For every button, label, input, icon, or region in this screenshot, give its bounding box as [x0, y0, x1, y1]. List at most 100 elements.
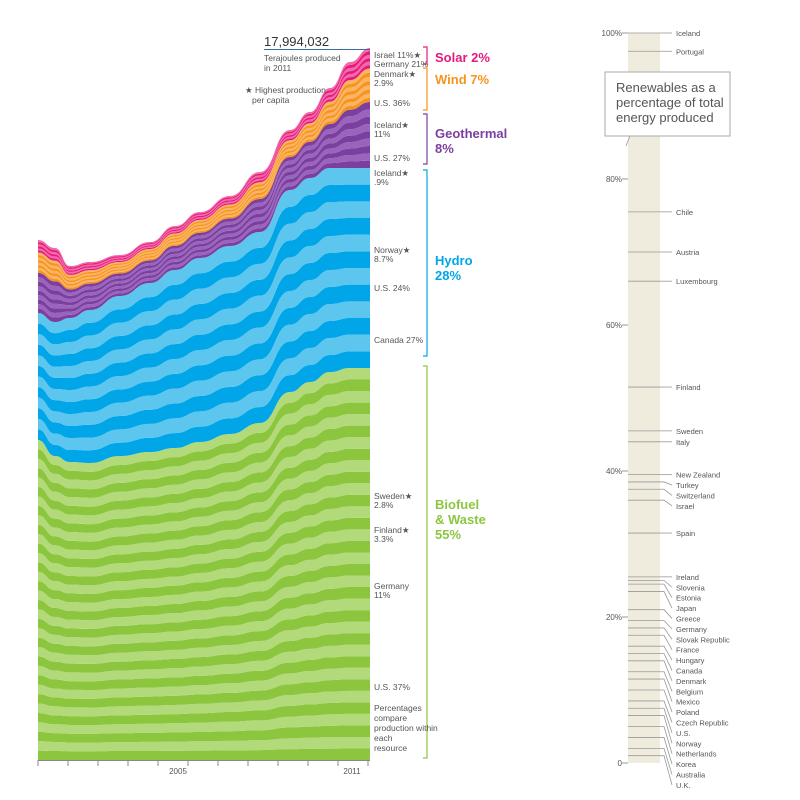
- stream-stripe: [38, 725, 370, 743]
- callout-denmark: Denmark★ 2.9%: [374, 69, 416, 88]
- stream-stripe: [38, 483, 370, 560]
- country-marker-greece: Greece: [628, 609, 701, 623]
- series-label-hydro: Hydro 28% Iceland★ .9% Norway★ 8.7% U.S. 24% Ca…: [374, 168, 473, 357]
- country-label: Germany: [676, 625, 707, 634]
- stream-stripe: [38, 471, 370, 551]
- country-label: New Zealand: [676, 471, 720, 480]
- series-name: Wind 7%: [435, 72, 489, 87]
- country-label: Denmark: [676, 677, 707, 686]
- stream-stripe: [38, 598, 370, 647]
- country-marker-hungary: Hungary: [628, 645, 705, 665]
- side-title: Renewables as a percentage of total energy…: [616, 80, 724, 125]
- country-label: Sweden: [676, 427, 703, 436]
- series-bracket: [423, 113, 428, 165]
- side-y-tick-label: 40%: [606, 467, 622, 476]
- country-label: Norway: [676, 739, 702, 748]
- country-marker-denmark: Denmark: [628, 660, 707, 686]
- country-label: Hungary: [676, 656, 705, 665]
- x-tick-label: 2005: [169, 767, 187, 776]
- country-label: Austria: [676, 248, 700, 257]
- stream-stripe: [38, 124, 370, 303]
- stream-stripe: [38, 268, 370, 402]
- stream-stripe: [38, 610, 370, 656]
- callout-us: U.S. 36%: [374, 98, 410, 108]
- country-marker-slovenia: Slovenia: [628, 580, 706, 592]
- series-name: Hydro 28%: [435, 253, 473, 283]
- stream-stripe: [38, 540, 370, 603]
- stream-stripe: [38, 379, 370, 481]
- series-label-wind: Wind 7% Denmark★ 2.9% U.S. 36%: [374, 67, 489, 111]
- stream-stripe: [38, 448, 370, 533]
- stream-stripe: [38, 414, 370, 507]
- callout-iceland: Iceland★ .9%: [374, 168, 409, 187]
- country-label: Czech Republic: [676, 718, 729, 727]
- stream-stripe: [38, 301, 370, 426]
- stream-stripe: [38, 109, 370, 296]
- country-marker-estonia: Estonia: [628, 583, 702, 603]
- stream-stripe: [38, 334, 370, 451]
- country-label: Luxembourg: [676, 277, 718, 286]
- callout-us: U.S. 27%: [374, 153, 410, 163]
- country-marker-spain: Spain: [628, 529, 695, 538]
- series-label-solar: Solar 2% Israel 11%★Germany 21%: [374, 46, 490, 69]
- country-label: Chile: [676, 208, 693, 217]
- country-label: Australia: [676, 770, 706, 779]
- stream-stripe: [38, 644, 370, 682]
- country-label: Spain: [676, 529, 695, 538]
- stream-stripe: [38, 251, 370, 390]
- stream-stripe: [38, 437, 370, 525]
- country-marker-chile: Chile: [628, 208, 693, 217]
- stream-stripe: [38, 667, 370, 699]
- stream-annotations: 17,994,032 Terajoules produced in 2011 ★ …: [245, 34, 370, 105]
- side-y-tick-label: 60%: [606, 321, 622, 330]
- stream-stripe: [38, 460, 370, 542]
- country-marker-poland: Poland: [628, 689, 699, 717]
- country-marker-austria: Austria: [628, 248, 700, 257]
- series-label-geothermal: Geothermal 8% Iceland★ 11% U.S. 27%: [374, 113, 507, 165]
- callout-germany: Germany 11%: [374, 581, 410, 600]
- stream-stripe: [38, 368, 370, 472]
- stream-stripe: [38, 702, 370, 726]
- callout-canada: Canada 27%: [374, 335, 424, 345]
- stream-stripe: [38, 506, 370, 577]
- country-marker-new-zealand: New Zealand: [628, 471, 720, 480]
- country-label: Canada: [676, 666, 703, 675]
- country-label: Ireland: [676, 573, 699, 582]
- stream-stripe: [38, 713, 370, 734]
- country-label: Netherlands: [676, 750, 717, 759]
- series-bracket: [423, 46, 428, 65]
- country-marker-sweden: Sweden: [628, 427, 703, 436]
- country-label: Japan: [676, 604, 696, 613]
- country-label: Greece: [676, 614, 701, 623]
- country-label: Switzerland: [676, 491, 715, 500]
- country-marker-czech-republic: Czech Republic: [628, 700, 729, 727]
- stream-stripe: [38, 748, 370, 760]
- stream-band-geothermal: [38, 102, 370, 322]
- country-marker-finland: Finland: [628, 383, 701, 392]
- stream-stripe: [38, 168, 370, 334]
- callout-us: U.S. 37%: [374, 682, 410, 692]
- total-label: Terajoules produced in 2011: [264, 53, 341, 73]
- stream-band-biofuel-waste: [38, 368, 370, 760]
- series-bracket: [423, 67, 428, 111]
- side-column: [628, 33, 660, 763]
- country-label: U.K.: [676, 781, 691, 790]
- country-label: U.S.: [676, 729, 691, 738]
- callout-norway: Norway★ 8.7%: [374, 245, 411, 264]
- stream-stripe: [38, 621, 370, 664]
- side-chart: 100% 80% 60% 40% 20% 0 Renewables as a percenta…: [602, 29, 731, 790]
- side-y-tick-label: 80%: [606, 175, 622, 184]
- country-label: Belgium: [676, 687, 703, 696]
- country-label: Estonia: [676, 594, 702, 603]
- country-marker-iceland: Iceland: [628, 29, 700, 38]
- footnote: Percentages compare production within each r…: [374, 703, 438, 753]
- country-label: Korea: [676, 760, 697, 769]
- country-marker-turkey: Turkey: [628, 481, 699, 490]
- country-marker-belgium: Belgium: [628, 671, 703, 696]
- stream-stripe: [38, 517, 370, 586]
- stream-stripe: [38, 633, 370, 673]
- country-label: Poland: [676, 708, 699, 717]
- country-label: Turkey: [676, 481, 699, 490]
- country-marker-israel: Israel: [628, 499, 695, 511]
